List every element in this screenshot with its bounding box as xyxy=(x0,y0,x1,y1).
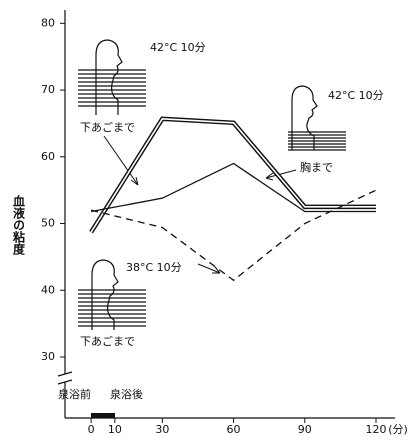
x-tick-label: 60 xyxy=(227,423,241,436)
annotation: 下あごまで xyxy=(80,120,135,134)
y-tick-label: 60 xyxy=(41,150,55,163)
y-axis-label: 血液の粘度 xyxy=(12,194,26,256)
x-tick-label: 120 xyxy=(366,423,387,436)
y-tick-label: 80 xyxy=(41,16,55,29)
line-series xyxy=(91,163,376,211)
annotation: 泉浴後 xyxy=(110,387,143,401)
figure-icon xyxy=(78,40,146,115)
annotation: 42°C 10分 xyxy=(150,41,206,54)
line-series xyxy=(91,119,376,232)
annotation: 泉浴前 xyxy=(58,387,91,401)
arrow xyxy=(104,136,296,273)
annotation: 胸まで xyxy=(300,160,333,174)
x-unit: (分) xyxy=(388,423,408,436)
y-tick-label: 70 xyxy=(41,83,55,96)
chart: 血液の粘度 30 40 50 60 70 80 0 10 30 60 90 120(分) 42°C 10… xyxy=(0,0,417,437)
y-tick-label: 50 xyxy=(41,217,55,230)
x-tick-label: 0 xyxy=(88,423,95,436)
annotation: 42°C 10分 xyxy=(328,89,384,102)
y-tick-label: 40 xyxy=(41,283,55,296)
annotation: 38°C 10分 xyxy=(126,261,182,274)
x-tick-label: 30 xyxy=(155,423,169,436)
x-tick-label: 90 xyxy=(298,423,312,436)
x-tick-label: 10 xyxy=(108,423,122,436)
bath-period xyxy=(91,413,115,418)
line-inner xyxy=(91,119,376,232)
annotation: 下あごまで xyxy=(80,334,135,348)
y-tick-label: 30 xyxy=(41,350,55,363)
